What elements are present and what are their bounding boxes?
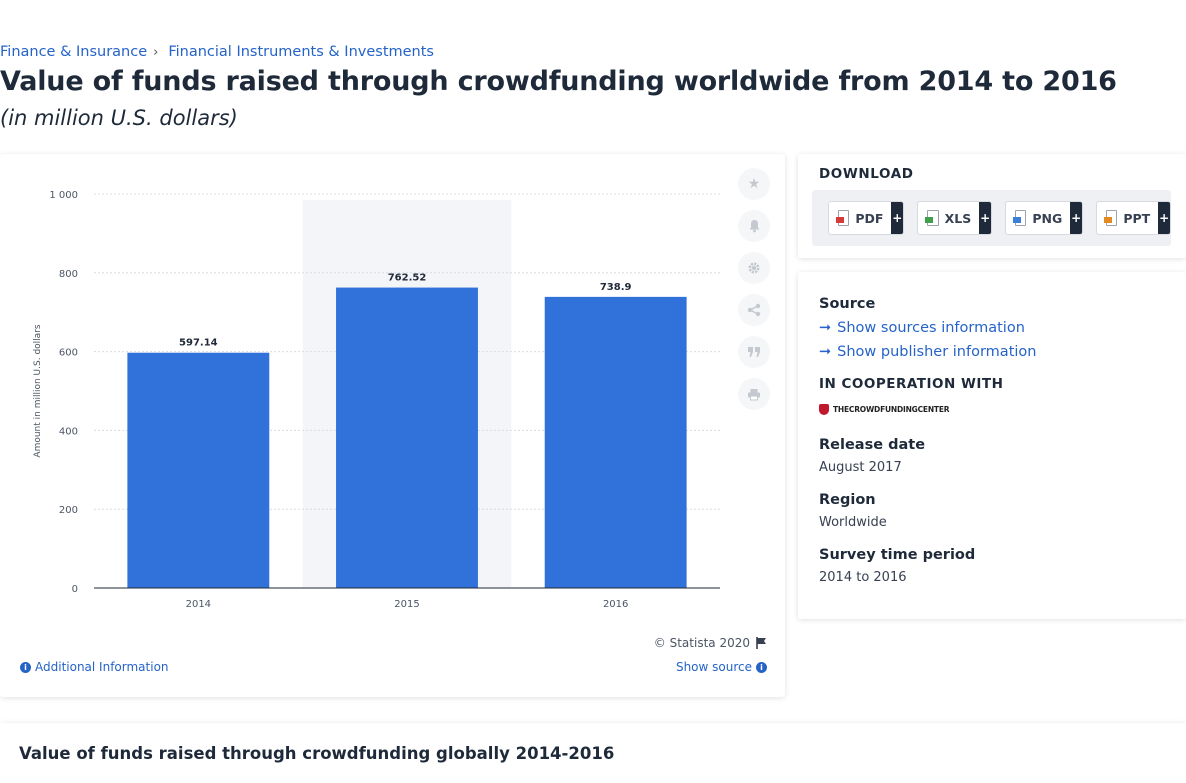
y-tick-label: 0 — [72, 584, 78, 595]
breadcrumb-item-finance[interactable]: Finance & Insurance — [0, 44, 148, 60]
download-png-label: PNG — [1032, 210, 1063, 226]
download-png-button[interactable]: PNG + — [1005, 201, 1083, 235]
info-icon: i — [20, 661, 31, 673]
download-xls-button[interactable]: XLS + — [917, 201, 993, 235]
region-heading: Region — [819, 492, 876, 508]
logo-text: THECROWDFUNDINGCENTER — [833, 405, 950, 414]
survey-period-value: 2014 to 2016 — [819, 570, 907, 585]
statistic-info-card: Source ➞ Show sources information ➞ Show… — [798, 272, 1186, 619]
bar-chart: 0 200 400 600 800 1 000 597.14 2014 762.52 2015 73… — [33, 190, 720, 610]
additional-information-link[interactable]: i Additional Information — [20, 660, 169, 674]
flag-icon[interactable] — [756, 637, 767, 649]
download-ppt-label: PPT — [1123, 210, 1151, 226]
survey-period-heading: Survey time period — [819, 547, 976, 563]
download-card: DOWNLOAD PDF + XLS + PNG + PPT + — [798, 154, 1186, 258]
download-buttons: PDF + XLS + PNG + PPT + — [812, 190, 1171, 246]
arrow-right-icon: ➞ — [819, 344, 832, 360]
y-tick-label: 600 — [59, 348, 78, 359]
region-value: Worldwide — [819, 515, 887, 530]
bar — [127, 352, 270, 588]
y-tick-label: 200 — [59, 505, 78, 516]
breadcrumb: Finance & Insurance › Financial Instrume… — [0, 44, 434, 60]
star-icon[interactable]: ★ — [738, 168, 770, 200]
download-title: DOWNLOAD — [819, 166, 914, 182]
plus-icon: + — [1158, 202, 1170, 234]
y-tick-label: 400 — [59, 426, 78, 437]
chart-tools: ★ — [738, 168, 770, 410]
plus-icon: + — [979, 202, 992, 234]
breadcrumb-item-financial-instruments[interactable]: Financial Instruments & Investments — [168, 44, 434, 60]
release-date-value: August 2017 — [819, 460, 902, 475]
download-ppt-button[interactable]: PPT + — [1095, 201, 1171, 235]
page-subtitle: (in million U.S. dollars) — [0, 106, 238, 130]
print-icon[interactable] — [738, 378, 770, 410]
y-axis-label: Amount in million U.S. dollars — [33, 324, 43, 457]
download-pdf-label: PDF — [855, 210, 884, 226]
bar-value-label: 738.9 — [600, 282, 632, 293]
bar-value-label: 597.14 — [179, 338, 218, 349]
bar — [336, 287, 478, 588]
description-card: Value of funds raised through crowdfundi… — [0, 723, 1186, 783]
quote-icon[interactable] — [738, 336, 770, 368]
share-icon[interactable] — [738, 294, 770, 326]
gear-icon[interactable] — [738, 252, 770, 284]
chart-card: 0 200 400 600 800 1 000 597.14 2014 762.52 2015 73… — [0, 154, 785, 697]
breadcrumb-separator: › — [153, 44, 159, 60]
plus-icon: + — [1070, 202, 1082, 234]
page-title: Value of funds raised through crowdfundi… — [0, 66, 1117, 97]
plus-icon: + — [891, 202, 904, 234]
show-source-link[interactable]: Show source i — [676, 660, 767, 674]
crowdfunding-center-logo[interactable]: THECROWDFUNDINGCENTER — [819, 404, 950, 415]
statista-credit: © Statista 2020 — [654, 636, 767, 650]
source-heading: Source — [819, 296, 876, 312]
xls-file-icon — [925, 210, 939, 226]
ppt-file-icon — [1103, 210, 1118, 226]
description-title: Value of funds raised through crowdfundi… — [19, 744, 615, 763]
png-file-icon — [1012, 210, 1027, 226]
x-tick-label: 2014 — [186, 599, 211, 610]
show-source-label: Show source — [675, 660, 752, 674]
release-date-heading: Release date — [819, 437, 926, 453]
download-xls-label: XLS — [944, 210, 972, 226]
pdf-file-icon — [835, 210, 850, 226]
info-icon: i — [756, 661, 767, 673]
download-pdf-button[interactable]: PDF + — [828, 201, 905, 235]
y-tick-label: 1 000 — [49, 190, 78, 201]
show-sources-label: Show sources information — [837, 320, 1025, 336]
show-sources-link[interactable]: ➞ Show sources information — [819, 320, 1025, 336]
x-tick-label: 2015 — [394, 599, 419, 610]
credit-text: © Statista 2020 — [653, 636, 750, 650]
cooperation-heading: IN COOPERATION WITH — [819, 376, 1004, 392]
arrow-right-icon: ➞ — [819, 320, 832, 336]
show-publisher-link[interactable]: ➞ Show publisher information — [819, 344, 1036, 360]
logo-mark-icon — [819, 404, 829, 415]
bar-value-label: 762.52 — [388, 273, 427, 284]
x-tick-label: 2016 — [603, 599, 628, 610]
y-tick-label: 800 — [59, 269, 78, 280]
additional-information-label: Additional Information — [35, 660, 169, 674]
show-publisher-label: Show publisher information — [837, 344, 1037, 360]
bar — [544, 296, 687, 588]
bell-icon[interactable] — [738, 210, 770, 242]
